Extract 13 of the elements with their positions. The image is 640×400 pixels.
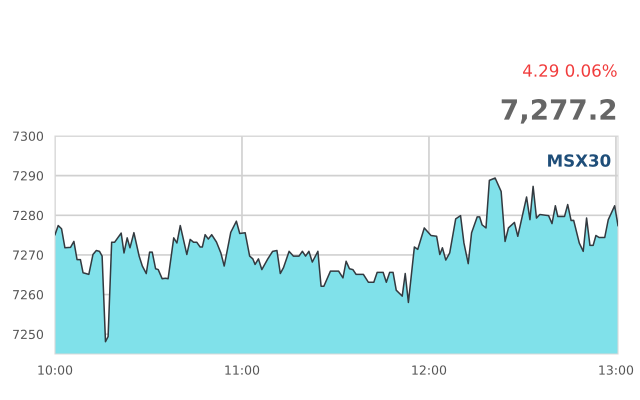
x-tick-label: 13:00 — [599, 365, 634, 375]
x-tick-label: 10:00 — [38, 365, 72, 375]
y-tick-label: 7250 — [13, 330, 44, 340]
y-tick-label: 7270 — [13, 250, 44, 260]
y-tick-label: 7260 — [13, 290, 44, 300]
y-tick-label: 7300 — [13, 131, 44, 141]
y-tick-label: 7280 — [13, 210, 44, 220]
x-tick-label: 12:00 — [412, 365, 446, 375]
text: 4.29 0.06% — [523, 64, 617, 77]
annotation: MSX30 — [548, 154, 610, 167]
text: 7,277.2 — [502, 99, 616, 124]
x-tick-label: 11:00 — [225, 365, 260, 375]
y-tick-label: 7290 — [13, 171, 44, 181]
